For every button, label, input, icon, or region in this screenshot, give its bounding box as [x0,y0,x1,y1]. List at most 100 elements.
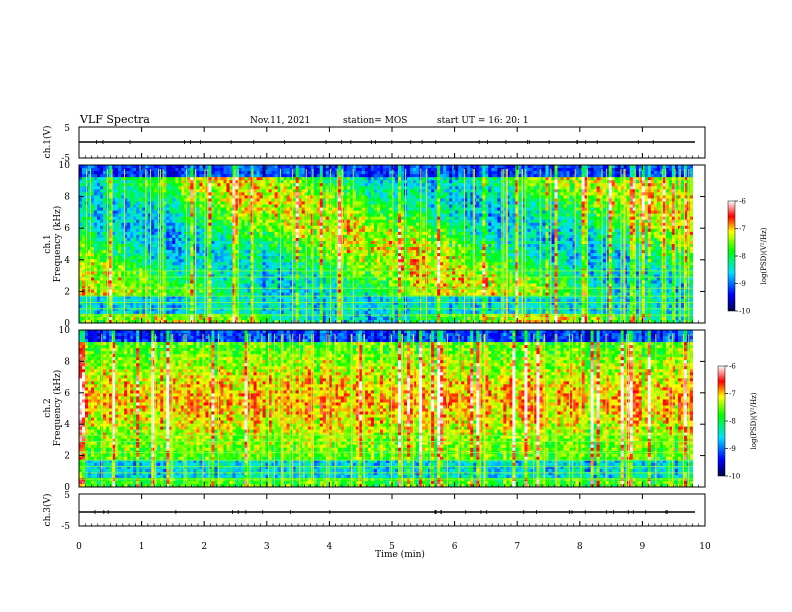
spectrogram-cell [683,192,688,196]
spectrogram-cell [202,192,206,196]
spectrogram-cell [79,192,83,196]
spectrogram-cell [226,195,230,199]
spectrogram-cell [352,207,357,211]
spectrogram-cell [241,222,245,227]
spectrogram-cell [133,186,137,190]
spectrogram-cell [401,186,405,190]
spectrogram-cell [677,180,682,184]
spectrogram-cell [545,192,549,196]
spectrogram-cell [581,189,585,193]
spectrogram-cell [112,165,116,169]
spectrogram-cell [671,207,676,211]
spectrogram-cell [542,189,546,193]
spectrogram-cell [163,192,167,196]
spectrogram-cell [548,189,552,193]
spectrogram-cell [590,171,594,175]
spectrogram-cell [355,177,360,181]
spectrogram-cell [671,168,676,172]
spectrogram-cell [509,234,513,239]
spectrogram-cell [250,219,254,224]
spectrogram-cell [292,234,296,239]
spectrogram-cell [599,210,603,214]
spectrogram-cell [470,165,474,169]
spectrogram-cell [665,210,670,214]
spectrogram-cell [581,171,585,175]
spectrogram-cell [596,225,600,230]
spectrogram-cell [385,189,390,193]
spectrogram-cell [163,174,167,178]
spectrogram-cell [392,180,396,184]
spectrogram-cell [422,174,426,178]
spectrogram-cell [115,219,119,224]
spectrogram-cell [331,210,336,214]
spectrogram-cell [668,165,673,169]
spectrogram-cell [569,219,573,224]
spectrogram-cell [259,228,263,233]
spectrogram-cell [154,207,158,211]
spectrogram-cell [79,213,83,217]
spectrogram-cell [446,225,450,230]
spectrogram-cell [382,225,387,230]
spectrogram-cell [352,231,357,236]
spectrogram-cell [560,186,564,190]
spectrogram-cell [533,222,537,227]
spectrogram-cell [289,177,293,181]
spectrogram-cell [416,198,420,202]
spectrogram-cell [292,219,296,224]
spectrogram-cell [410,225,414,230]
spectrogram-cell [103,219,107,224]
spectrogram-cell [337,180,342,184]
spectrogram-cell [512,165,516,169]
spectrogram-cell [539,171,543,175]
spectrogram-cell [133,222,137,227]
spectrogram-cell [124,216,128,220]
spectrogram-cell [379,165,384,169]
spectrogram-cell [175,189,179,193]
spectrogram-cell [485,201,489,205]
spectrogram-cell [458,210,462,214]
spectrogram-cell [575,183,579,187]
spectrogram-cell [100,219,104,224]
spectrogram-cell [467,192,471,196]
spectrogram-cell [262,198,266,202]
spectrogram-cell [205,213,209,217]
spectrogram-cell [518,171,522,175]
spectrogram-cell [401,183,405,187]
spectrogram-cell [542,198,546,202]
spectrogram-cell [518,219,522,224]
spectrogram-cell [407,225,411,230]
spectrogram-cell [575,192,579,196]
spectrogram-cell [352,234,357,239]
spectrogram-cell [145,210,149,214]
spectrogram-cell [689,225,694,230]
spectrogram-cell [422,216,426,220]
spectrogram-cell [244,186,248,190]
spectrogram-cell [467,213,471,217]
spectrogram-cell [334,165,339,169]
spectrogram-cell [464,189,468,193]
spectrogram-cell [139,183,143,187]
spectrogram-cell [503,210,507,214]
spectrogram-cell [581,225,585,230]
spectrogram-cell [274,168,278,172]
spectrogram-cell [638,219,643,224]
spectrogram-cell [301,207,306,211]
spectrogram-cell [581,219,585,224]
spectrogram-cell [461,183,465,187]
spectrogram-cell [199,210,203,214]
spectrogram-cell [295,165,300,169]
spectrogram-cell [464,225,468,230]
spectrogram-cell [431,186,435,190]
spectrogram-cell [211,168,215,172]
spectrogram-cell [268,204,272,208]
spectrogram-cell [536,225,540,230]
spectrogram-cell [94,204,98,208]
spectrogram-cell [578,222,582,227]
spectrogram-cell [398,171,402,175]
spectrogram-cell [121,234,125,239]
spectrogram-cell [668,234,673,239]
spectrogram-cell [572,168,576,172]
spectrogram-cell [259,231,263,236]
spectrogram-cell [575,225,579,230]
spectrogram-cell [331,219,336,224]
